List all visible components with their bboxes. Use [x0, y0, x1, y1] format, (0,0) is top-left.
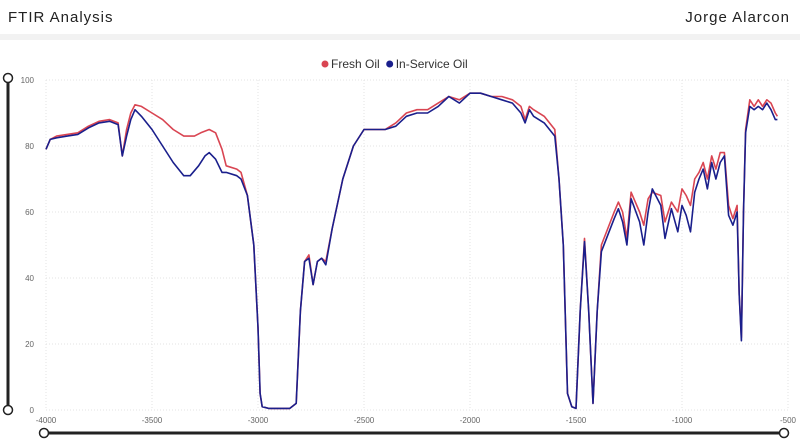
page-title: FTIR Analysis: [8, 9, 114, 26]
y-range-slider-handle-bottom[interactable]: [2, 404, 14, 416]
x-tick-label: -1500: [566, 416, 587, 425]
x-range-slider-handle-left[interactable]: [38, 427, 50, 439]
y-tick-label: 100: [21, 76, 35, 85]
x-tick-label: -2500: [354, 416, 375, 425]
legend-label: In-Service Oil: [396, 57, 468, 71]
x-tick-label: -4000: [36, 416, 57, 425]
chart-svg: 0 20 40 60 80 100 -4000 -3500 -3000 -2500 -2000 -15…: [2, 57, 797, 439]
y-tick-label: 80: [25, 142, 34, 151]
x-range-slider-handle-right[interactable]: [778, 427, 790, 439]
grid-layer: [45, 79, 789, 411]
y-tick-label: 0: [30, 406, 35, 415]
y-tick-label: 60: [25, 208, 34, 217]
x-tick-label: -1000: [672, 416, 693, 425]
legend-label: Fresh Oil: [331, 57, 380, 71]
author-name: Jorge Alarcon: [685, 9, 790, 26]
x-tick-label: -2000: [460, 416, 481, 425]
x-tick-label: -500: [780, 416, 797, 425]
y-tick-label: 40: [25, 274, 34, 283]
series-line-in-service-oil: [45, 92, 778, 410]
legend-marker: [386, 60, 394, 68]
x-tick-label: -3000: [248, 416, 269, 425]
legend-marker: [321, 60, 329, 68]
x-tick-label: -3500: [142, 416, 163, 425]
series-line-fresh-oil: [45, 92, 779, 410]
ftir-chart: 0 20 40 60 80 100 -4000 -3500 -3000 -2500 -2000 -15…: [0, 40, 800, 443]
series-layer: [45, 92, 779, 410]
slider-layer: [2, 72, 790, 439]
header-divider: [0, 34, 800, 40]
report-header: FTIR Analysis Jorge Alarcon: [0, 0, 800, 34]
legend: Fresh Oil In-Service Oil: [321, 57, 468, 71]
y-tick-label: 20: [25, 340, 34, 349]
y-range-slider-handle-top[interactable]: [2, 72, 14, 84]
axis-layer: 0 20 40 60 80 100 -4000 -3500 -3000 -2500 -2000 -15…: [21, 76, 797, 425]
